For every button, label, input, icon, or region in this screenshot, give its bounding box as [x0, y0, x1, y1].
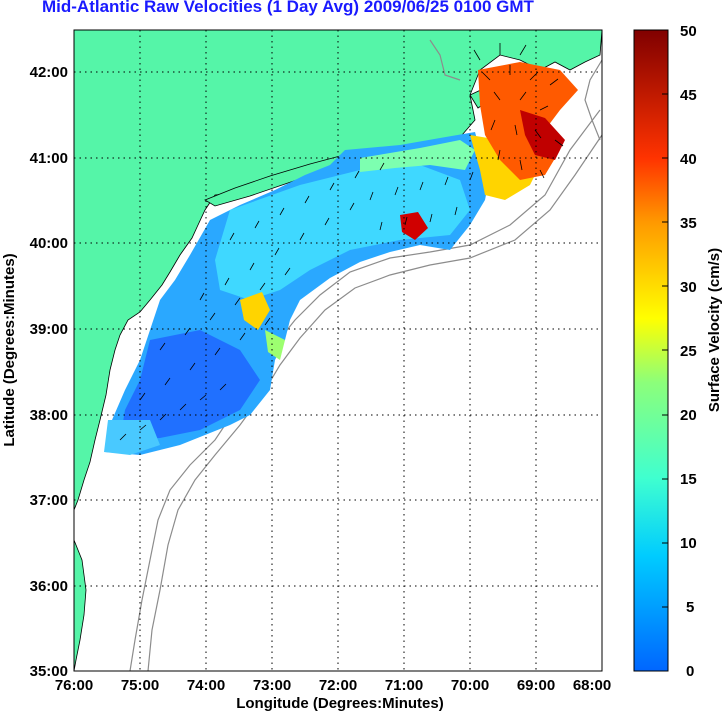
y-tick: 40:00 — [30, 235, 68, 252]
x-tick: 70:00 — [451, 677, 489, 694]
x-tick: 75:00 — [121, 677, 159, 694]
y-tick: 41:00 — [30, 150, 68, 167]
colorbar-labels: 50 45 40 35 30 25 20 15 10 5 0 — [680, 23, 697, 680]
colorbar-tick: 40 — [680, 151, 697, 168]
velocity-field — [104, 62, 578, 455]
map-frame — [73, 29, 603, 672]
y-axis: 42:00 41:00 40:00 39:00 38:00 37:00 36:0… — [30, 64, 68, 680]
y-tick: 37:00 — [30, 492, 68, 509]
x-axis: 76:00 75:00 74:00 73:00 72:00 71:00 70:0… — [55, 677, 611, 694]
colorbar-tick: 35 — [680, 215, 697, 232]
x-axis-label: Longitude (Degrees:Minutes) — [236, 695, 444, 712]
y-tick: 39:00 — [30, 321, 68, 338]
colorbar-tick: 15 — [680, 471, 697, 488]
y-tick: 35:00 — [30, 663, 68, 680]
x-tick: 71:00 — [385, 677, 423, 694]
colorbar-ticks — [662, 93, 668, 608]
y-tick: 36:00 — [30, 578, 68, 595]
colorbar-tick: 5 — [686, 599, 694, 616]
x-tick: 69:00 — [517, 677, 555, 694]
x-tick: 68:00 — [573, 677, 611, 694]
colorbar-tick: 30 — [680, 279, 697, 296]
x-tick: 76:00 — [55, 677, 93, 694]
x-tick: 72:00 — [319, 677, 357, 694]
velocity-arrows — [119, 43, 564, 441]
map-title: Mid-Atlantic Raw Velocities (1 Day Avg) … — [42, 0, 534, 16]
colorbar-tick: 50 — [680, 23, 697, 40]
y-axis-label: Latitude (Degrees:Minutes) — [1, 253, 18, 446]
colorbar-tick: 10 — [680, 535, 697, 552]
y-tick: 38:00 — [30, 407, 68, 424]
grid-lines — [74, 30, 602, 671]
colorbar-tick: 25 — [680, 343, 697, 360]
x-tick: 73:00 — [253, 677, 291, 694]
y-tick: 42:00 — [30, 64, 68, 81]
colorbar-label: Surface Velocity (cm/s) — [706, 248, 723, 412]
colorbar-tick: 20 — [680, 407, 697, 424]
x-tick: 74:00 — [187, 677, 225, 694]
colorbar-tick: 45 — [680, 87, 697, 104]
colorbar-tick: 0 — [686, 663, 694, 680]
